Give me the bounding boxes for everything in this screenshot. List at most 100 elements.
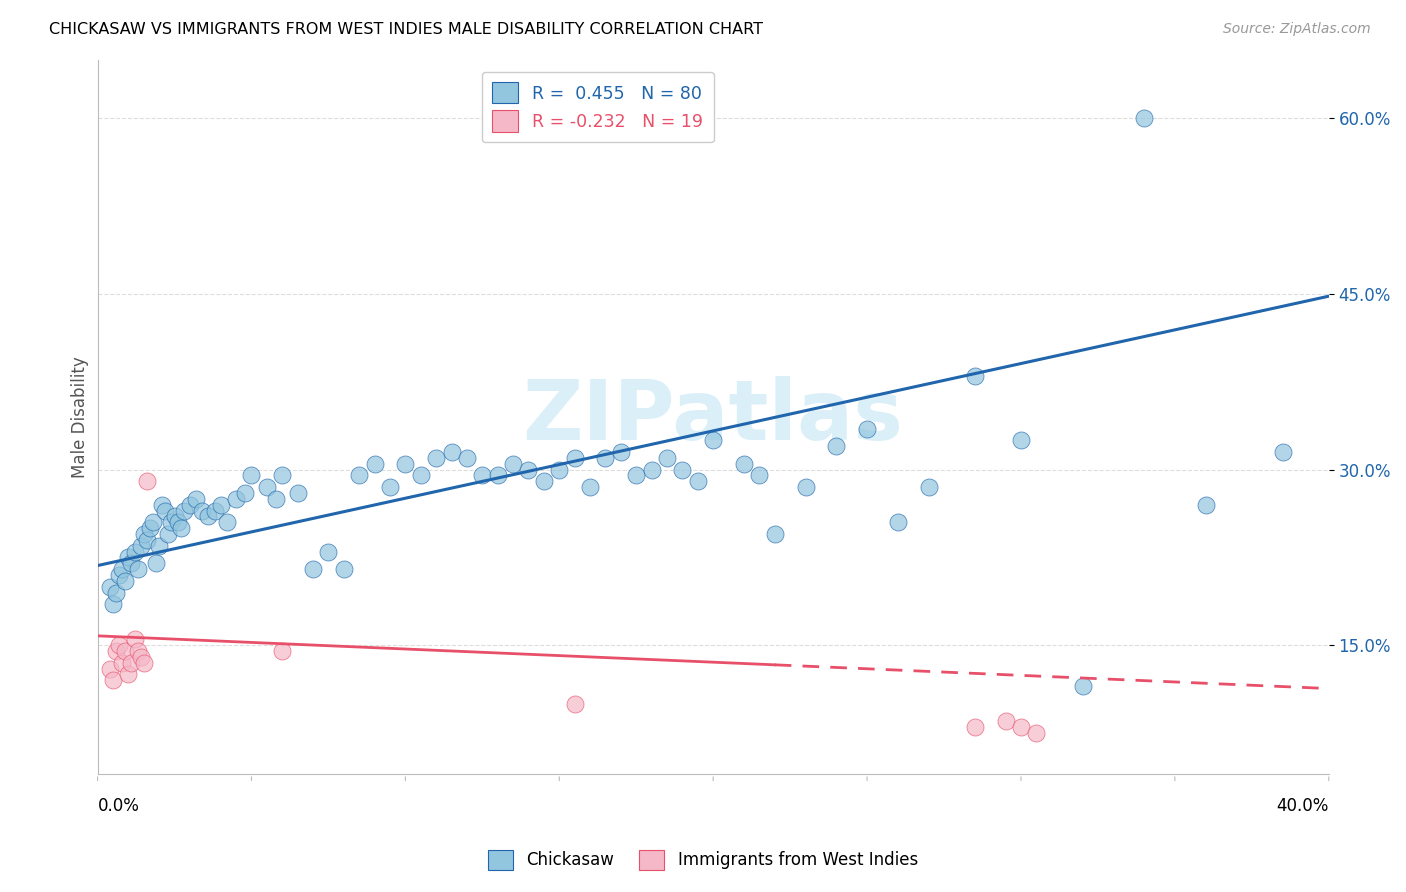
- Point: [610, 445, 633, 459]
- Point: [233, 486, 256, 500]
- Point: [101, 673, 124, 688]
- Point: [517, 462, 540, 476]
- Point: [129, 649, 152, 664]
- Point: [148, 539, 170, 553]
- Point: [287, 486, 309, 500]
- Point: [184, 491, 207, 506]
- Point: [394, 457, 416, 471]
- Point: [197, 509, 219, 524]
- Legend: R =  0.455   N = 80, R = -0.232   N = 19: R = 0.455 N = 80, R = -0.232 N = 19: [482, 72, 713, 142]
- Point: [409, 468, 432, 483]
- Point: [129, 539, 152, 553]
- Point: [471, 468, 494, 483]
- Point: [120, 556, 142, 570]
- Point: [548, 462, 571, 476]
- Point: [111, 656, 134, 670]
- Point: [887, 515, 910, 529]
- Point: [963, 720, 986, 734]
- Point: [98, 580, 121, 594]
- Point: [114, 644, 136, 658]
- Point: [108, 568, 131, 582]
- Point: [671, 462, 693, 476]
- Point: [456, 450, 478, 465]
- Point: [179, 498, 201, 512]
- Point: [271, 644, 294, 658]
- Point: [264, 491, 287, 506]
- Point: [142, 515, 165, 529]
- Point: [240, 468, 263, 483]
- Point: [215, 515, 238, 529]
- Point: [640, 462, 662, 476]
- Text: 0.0%: 0.0%: [97, 797, 139, 815]
- Point: [794, 480, 817, 494]
- Point: [1010, 434, 1032, 448]
- Point: [748, 468, 770, 483]
- Point: [994, 714, 1017, 729]
- Point: [856, 421, 879, 435]
- Point: [127, 562, 149, 576]
- Point: [1025, 726, 1047, 740]
- Point: [101, 597, 124, 611]
- Point: [117, 550, 139, 565]
- Point: [363, 457, 385, 471]
- Point: [191, 503, 214, 517]
- Point: [124, 632, 146, 647]
- Point: [655, 450, 678, 465]
- Point: [595, 450, 617, 465]
- Point: [256, 480, 278, 494]
- Point: [564, 697, 586, 711]
- Point: [1071, 679, 1094, 693]
- Point: [425, 450, 447, 465]
- Point: [163, 509, 186, 524]
- Point: [271, 468, 294, 483]
- Y-axis label: Male Disability: Male Disability: [72, 356, 89, 478]
- Text: Source: ZipAtlas.com: Source: ZipAtlas.com: [1223, 22, 1371, 37]
- Point: [486, 468, 509, 483]
- Point: [302, 562, 325, 576]
- Text: 40.0%: 40.0%: [1277, 797, 1329, 815]
- Point: [333, 562, 356, 576]
- Point: [209, 498, 232, 512]
- Point: [117, 667, 139, 681]
- Point: [533, 475, 555, 489]
- Point: [225, 491, 247, 506]
- Point: [702, 434, 724, 448]
- Point: [170, 521, 193, 535]
- Point: [1195, 498, 1218, 512]
- Point: [111, 562, 134, 576]
- Point: [917, 480, 939, 494]
- Point: [105, 644, 128, 658]
- Point: [347, 468, 370, 483]
- Point: [579, 480, 602, 494]
- Point: [825, 439, 848, 453]
- Point: [155, 503, 177, 517]
- Point: [157, 527, 180, 541]
- Point: [963, 368, 986, 383]
- Point: [1133, 111, 1156, 125]
- Point: [502, 457, 524, 471]
- Point: [127, 644, 149, 658]
- Point: [626, 468, 648, 483]
- Point: [378, 480, 401, 494]
- Text: CHICKASAW VS IMMIGRANTS FROM WEST INDIES MALE DISABILITY CORRELATION CHART: CHICKASAW VS IMMIGRANTS FROM WEST INDIES…: [49, 22, 763, 37]
- Point: [1271, 445, 1294, 459]
- Point: [166, 515, 188, 529]
- Point: [98, 662, 121, 676]
- Point: [105, 585, 128, 599]
- Point: [318, 544, 340, 558]
- Point: [135, 533, 157, 547]
- Point: [114, 574, 136, 588]
- Point: [440, 445, 463, 459]
- Point: [108, 638, 131, 652]
- Point: [173, 503, 195, 517]
- Point: [132, 656, 155, 670]
- Point: [564, 450, 586, 465]
- Point: [763, 527, 786, 541]
- Point: [124, 544, 146, 558]
- Text: ZIPatlas: ZIPatlas: [523, 376, 904, 458]
- Point: [120, 656, 142, 670]
- Point: [160, 515, 183, 529]
- Point: [1010, 720, 1032, 734]
- Point: [145, 556, 167, 570]
- Point: [135, 475, 157, 489]
